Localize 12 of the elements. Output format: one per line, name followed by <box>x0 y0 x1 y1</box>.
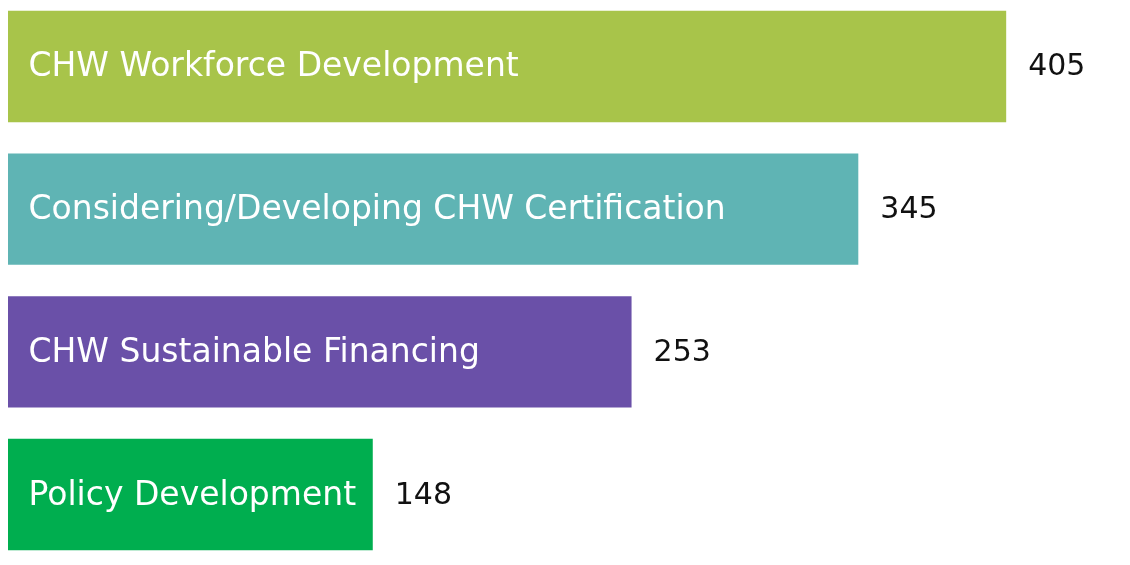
y-tick-label: Policy Development <box>28 473 357 513</box>
bar <box>8 153 859 265</box>
data-label: 253 <box>653 332 711 368</box>
y-tick-label: CHW Sustainable Financing <box>28 330 480 370</box>
bar <box>8 296 632 408</box>
data-label: 405 <box>1028 47 1086 83</box>
data-label: 345 <box>880 190 938 226</box>
data-label: 148 <box>394 475 453 511</box>
bar <box>8 10 1007 123</box>
y-tick-label: CHW Workforce Development <box>28 45 519 85</box>
bar <box>8 438 373 551</box>
y-tick-label: Considering/Developing CHW Certification <box>28 188 726 228</box>
